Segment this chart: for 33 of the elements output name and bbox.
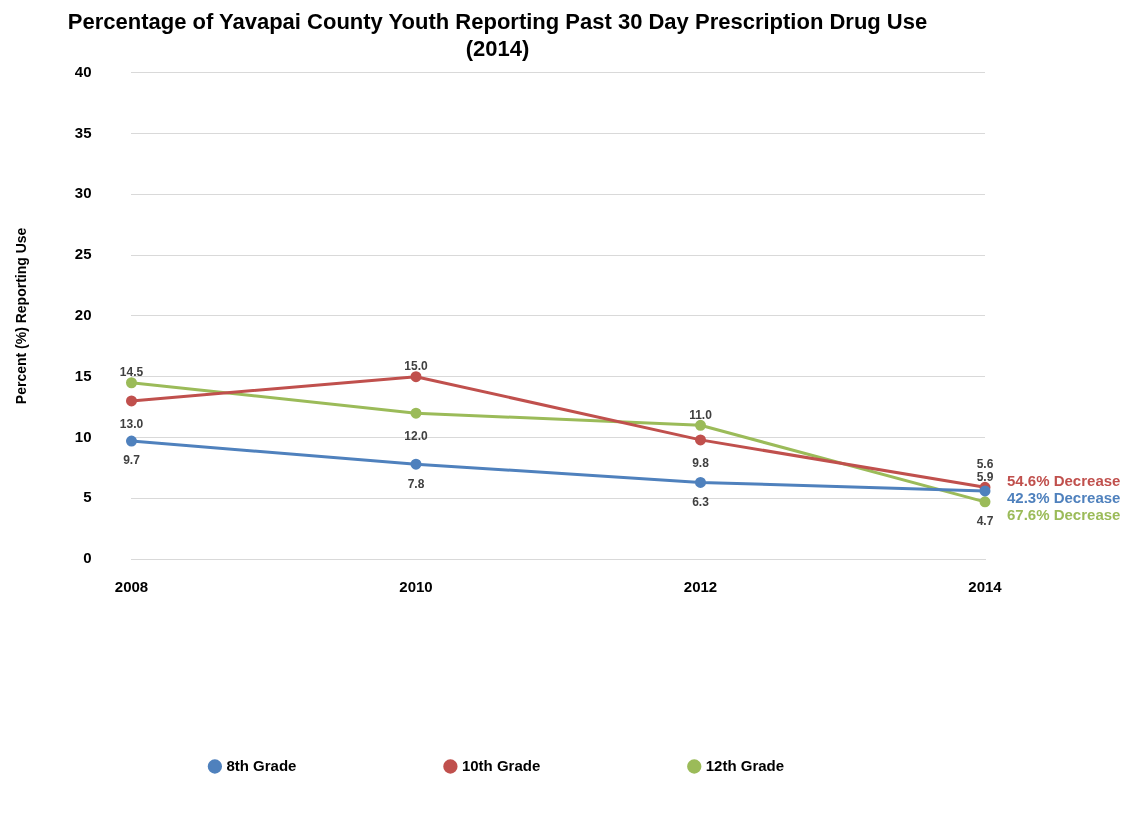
data-label: 5.6	[976, 457, 994, 472]
data-label: 9.7	[123, 453, 141, 468]
annotation: 42.3% Decrease	[1007, 488, 1121, 506]
data-label: 9.8	[692, 456, 710, 471]
x-tick-label: 2010	[399, 578, 433, 596]
data-label: 11.0	[689, 407, 713, 422]
legend-label: 8th Grade	[226, 756, 297, 774]
x-tick-label: 2012	[683, 578, 718, 596]
data-label: 12.0	[404, 429, 428, 444]
y-tick-label: 25	[74, 245, 92, 263]
y-tick-label: 5	[83, 488, 92, 506]
y-tick-label: 20	[74, 306, 92, 324]
data-label: 6.3	[692, 494, 710, 509]
y-tick-label: 35	[74, 123, 92, 141]
data-label: 7.8	[407, 476, 425, 491]
data-label: 5.9	[976, 469, 994, 484]
y-tick-label: 40	[74, 62, 92, 80]
y-tick-label: 0	[83, 549, 92, 567]
x-tick-label: 2014	[968, 578, 1003, 596]
y-tick-label: 15	[74, 366, 92, 384]
legend-label: 10th Grade	[461, 756, 541, 774]
data-label: 15.0	[404, 358, 428, 373]
legend-label: 12th Grade	[705, 756, 785, 774]
data-label: 4.7	[976, 514, 994, 529]
chart-title: Percentage of Yavapai County Youth Reporting Past 30 Day Prescription Drug Use (2014)	[67, 9, 928, 61]
y-tick-label: 10	[74, 427, 92, 445]
y-axis-title: Percent (%) Reporting Use	[13, 227, 30, 405]
y-tick-label: 30	[74, 184, 92, 202]
data-label: 13.0	[119, 417, 144, 432]
data-label: 14.5	[119, 365, 144, 380]
annotation: 54.6% Decrease	[1007, 471, 1121, 489]
annotation: 67.6% Decrease	[1007, 505, 1121, 523]
x-tick-label: 2008	[114, 578, 149, 596]
